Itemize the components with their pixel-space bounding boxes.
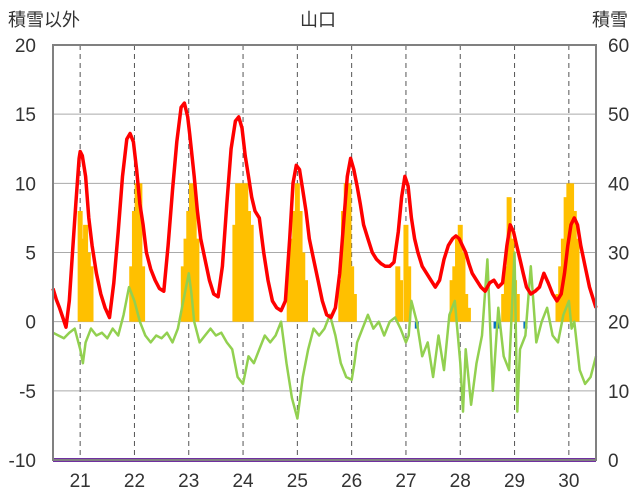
sunshine-bar [245, 211, 251, 322]
sunshine-bar [292, 211, 298, 322]
sunshine-bar [194, 238, 200, 322]
y2-tick-label: 0 [608, 451, 619, 472]
sunshine-bar [289, 238, 295, 322]
sunshine-bar [77, 211, 83, 322]
sunshine-bar [294, 183, 300, 322]
sunshine-bar [88, 266, 94, 322]
sunshine-bar [240, 183, 246, 322]
plot-border [52, 44, 597, 461]
sunshine-bar [501, 294, 507, 322]
x-tick-label: 28 [450, 471, 471, 492]
x-tick-label: 27 [395, 471, 416, 492]
sunshine-bar [503, 266, 509, 322]
sunshine-bar [449, 280, 455, 322]
sunshine-bar [183, 238, 189, 322]
sunshine-bar [406, 266, 412, 322]
sunshine-bar [232, 224, 238, 322]
sunshine-bar [248, 224, 254, 322]
y-tick-label: 15 [15, 105, 36, 126]
y-tick-label: 0 [25, 313, 36, 334]
sunshine-bar [341, 211, 347, 322]
sunshine-bar [243, 183, 249, 322]
sunshine-bar [237, 183, 243, 322]
y2-tick-label: 10 [608, 382, 629, 403]
sunshine-bar [465, 307, 471, 322]
sunshine-bar [343, 183, 349, 322]
sunshine-bar [571, 211, 577, 322]
sunshine-bar [457, 224, 463, 322]
sunshine-bar [569, 183, 575, 322]
temperature-line [51, 101, 598, 329]
sunshine-bar [300, 252, 306, 322]
sunshine-bar [235, 183, 241, 322]
sunshine-bar [506, 197, 512, 322]
x-tick-label: 26 [341, 471, 362, 492]
y-tick-label: 20 [15, 36, 36, 57]
right-axis-label: 積雪 [592, 10, 628, 31]
sunshine-bar [398, 280, 404, 322]
sunshine-bar [286, 266, 292, 322]
sunshine-bar [460, 252, 466, 322]
sunshine-bar [83, 224, 89, 322]
y2-tick-label: 40 [608, 174, 629, 195]
sunshine-bar [566, 183, 572, 322]
sunshine-bar [80, 238, 86, 322]
y2-tick-label: 20 [608, 313, 629, 334]
sunshine-bar [188, 183, 194, 322]
sunshine-bar [140, 266, 146, 322]
sunshine-bar [186, 211, 192, 322]
y2-tick-label: 50 [608, 105, 629, 126]
sunshine-bar [338, 280, 344, 322]
x-tick-label: 22 [124, 471, 145, 492]
sunshine-bar [555, 294, 561, 322]
sunshine-bar [452, 266, 458, 322]
sunshine-bar [403, 224, 409, 322]
sunshine-bar [509, 238, 515, 322]
y-tick-label: -5 [19, 382, 36, 403]
x-tick-label: 29 [504, 471, 525, 492]
x-tick-label: 23 [178, 471, 199, 492]
x-tick-label: 24 [232, 471, 254, 492]
sunshine-bar [351, 294, 357, 322]
y-tick-label: 10 [15, 174, 36, 195]
precip-bar [493, 321, 498, 329]
x-tick-label: 21 [70, 471, 91, 492]
sunshine-bar [134, 183, 140, 322]
sunshine-bar [131, 211, 137, 322]
x-tick-label: 30 [558, 471, 579, 492]
sunshine-bar [302, 280, 308, 322]
sunshine-bar [191, 183, 197, 322]
y2-tick-label: 60 [608, 36, 629, 57]
sunshine-bar [180, 266, 186, 322]
green-line [52, 251, 598, 420]
y2-tick-label: 30 [608, 244, 629, 265]
sunshine-bar [297, 211, 303, 322]
sunshine-bar [514, 294, 520, 322]
sunshine-bar [463, 294, 469, 322]
sunshine-bar [455, 238, 461, 322]
x-tick-label: 25 [287, 471, 308, 492]
sunshine-bar [346, 183, 352, 322]
sunshine-bar [85, 252, 91, 322]
sunshine-bar [349, 266, 355, 322]
chart-title: 山口 [300, 10, 336, 31]
left-axis-label: 積雪以外 [8, 10, 80, 31]
y-tick-label: -10 [9, 451, 36, 472]
sunshine-bar [574, 238, 580, 322]
sunshine-bar [395, 266, 401, 322]
sunshine-bar [137, 183, 143, 322]
y-tick-label: 5 [25, 244, 36, 265]
